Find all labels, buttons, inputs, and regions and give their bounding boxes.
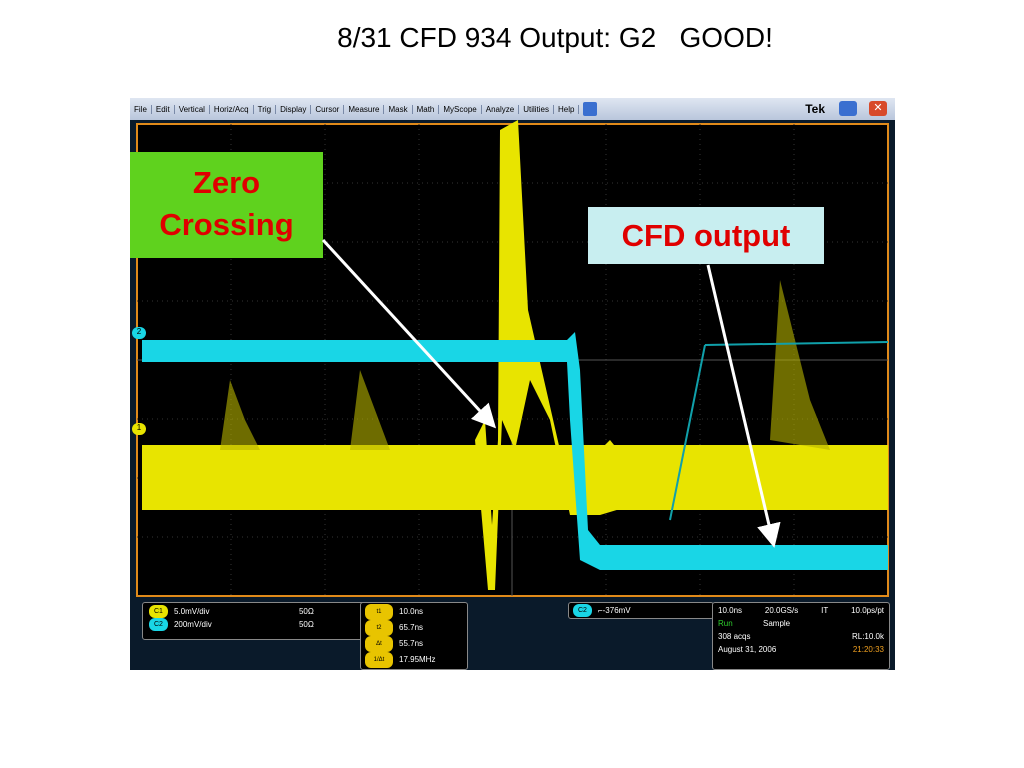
trigger-panel: C2 ⌐ -376mV bbox=[568, 602, 714, 619]
channel-badge: C1 bbox=[149, 605, 168, 618]
channel-scale: 5.0mV/div bbox=[173, 607, 210, 616]
channel-row: C2 200mV/div 50Ω bbox=[149, 618, 359, 631]
menu-item[interactable]: Measure bbox=[344, 104, 385, 114]
channel-row: C1 5.0mV/div 50Ω bbox=[149, 605, 359, 618]
cfd-output-label: CFD output bbox=[588, 207, 824, 264]
menu-item[interactable]: Math bbox=[413, 104, 440, 114]
cursor-badge: t2 bbox=[365, 620, 393, 636]
acquisitions: 308 acqs bbox=[718, 632, 751, 641]
record-length: RL:10.0k bbox=[851, 632, 884, 641]
menu-item[interactable]: Edit bbox=[152, 104, 175, 114]
channel-marker: 2 bbox=[132, 327, 146, 339]
slide-title: 8/31 CFD 934 Output: G2 GOOD! bbox=[337, 22, 773, 53]
cursor-badge: Δt bbox=[365, 636, 393, 652]
cursor-value: 55.7ns bbox=[399, 639, 424, 648]
cursor-row: Δt 55.7ns bbox=[365, 636, 463, 652]
sample-mode: Sample bbox=[763, 619, 791, 628]
trigger-level: -376mV bbox=[602, 606, 631, 615]
cursor-panel: t1 10.0ns t2 65.7ns Δt 55.7ns 1/Δt 17.95MHz bbox=[360, 602, 468, 670]
acquisition-panel: 10.0ns 20.0GS/s IT 10.0ps/pt Run Sample 308 … bbox=[712, 602, 890, 670]
menu-item[interactable]: Help bbox=[554, 104, 580, 114]
channel-badge: C2 bbox=[149, 618, 168, 631]
menu-item[interactable]: Horiz/Acq bbox=[210, 104, 254, 114]
cursor-badge: 1/Δt bbox=[365, 652, 393, 668]
cursor-value: 10.0ns bbox=[399, 607, 424, 616]
menu-bar: File Edit Vertical Horiz/Acq Trig Display Curs… bbox=[130, 98, 895, 120]
dropdown-button[interactable] bbox=[583, 102, 598, 116]
close-button[interactable]: ✕ bbox=[869, 101, 887, 116]
zero-crossing-label: Zero Crossing bbox=[130, 152, 323, 258]
cursor-row: t2 65.7ns bbox=[365, 620, 463, 636]
resolution: 10.0ps/pt bbox=[851, 606, 884, 615]
menu-item[interactable]: File bbox=[130, 104, 152, 114]
menu-item[interactable]: Display bbox=[276, 104, 312, 114]
label-line: Zero bbox=[192, 165, 261, 200]
label-line: Crossing bbox=[159, 207, 294, 242]
minimize-button[interactable] bbox=[839, 101, 857, 116]
menu-item[interactable]: Utilities bbox=[519, 104, 554, 114]
channel-panel: C1 5.0mV/div 50Ω C2 200mV/div 50Ω bbox=[142, 602, 366, 640]
channel-impedance: 50Ω bbox=[298, 620, 314, 629]
menu-item[interactable]: Trig bbox=[254, 104, 277, 114]
run-state: Run bbox=[718, 619, 733, 628]
menu-item[interactable]: Analyze bbox=[482, 104, 520, 114]
menu-item[interactable]: Cursor bbox=[311, 104, 345, 114]
date: August 31, 2006 bbox=[718, 645, 777, 654]
cursor-row: 1/Δt 17.95MHz bbox=[365, 652, 463, 668]
channel-impedance: 50Ω bbox=[298, 607, 314, 616]
cursor-row: t1 10.0ns bbox=[365, 604, 463, 620]
menu-item[interactable]: Vertical bbox=[175, 104, 210, 114]
mode: IT bbox=[821, 606, 829, 615]
cursor-value: 17.95MHz bbox=[399, 655, 436, 664]
brand: Tek bbox=[805, 102, 825, 116]
menu-item[interactable]: MyScope bbox=[439, 104, 482, 114]
cursor-value: 65.7ns bbox=[399, 623, 424, 632]
trigger-badge: C2 bbox=[573, 604, 592, 617]
channel-scale: 200mV/div bbox=[173, 620, 212, 629]
horizontal-scale: 10.0ns bbox=[718, 606, 743, 615]
channel-marker: 1 bbox=[132, 423, 146, 435]
menu-item[interactable]: Mask bbox=[384, 104, 413, 114]
sample-rate: 20.0GS/s bbox=[764, 606, 799, 615]
time: 21:20:33 bbox=[852, 645, 884, 654]
cursor-badge: t1 bbox=[365, 604, 393, 620]
